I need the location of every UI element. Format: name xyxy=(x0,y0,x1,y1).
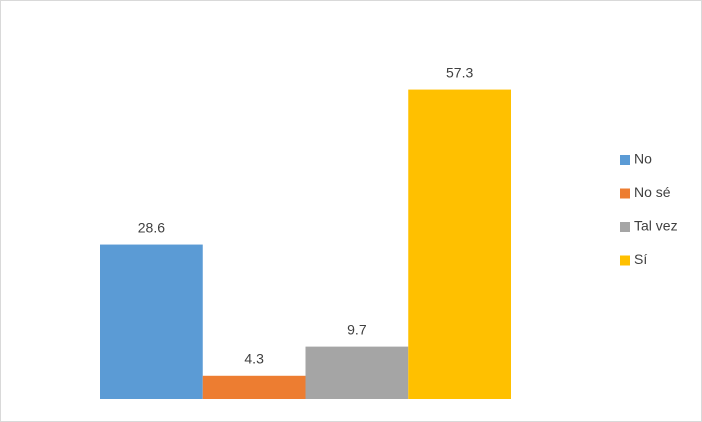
legend-swatch xyxy=(620,188,630,199)
data-label: 57.3 xyxy=(446,64,473,80)
bar xyxy=(100,244,203,399)
legend-label: Tal vez xyxy=(634,218,678,234)
legend-swatch xyxy=(620,222,630,232)
legend-label: No sé xyxy=(634,184,671,200)
data-label: 9.7 xyxy=(347,321,367,337)
bar xyxy=(202,375,306,399)
bar xyxy=(408,89,511,399)
legend-swatch xyxy=(620,155,630,165)
legend-label: No xyxy=(634,151,652,167)
bar xyxy=(305,346,409,399)
data-label: 4.3 xyxy=(244,350,264,366)
legend-label: Sí xyxy=(634,251,647,267)
legend-swatch xyxy=(620,255,630,266)
data-label: 28.6 xyxy=(138,219,165,235)
